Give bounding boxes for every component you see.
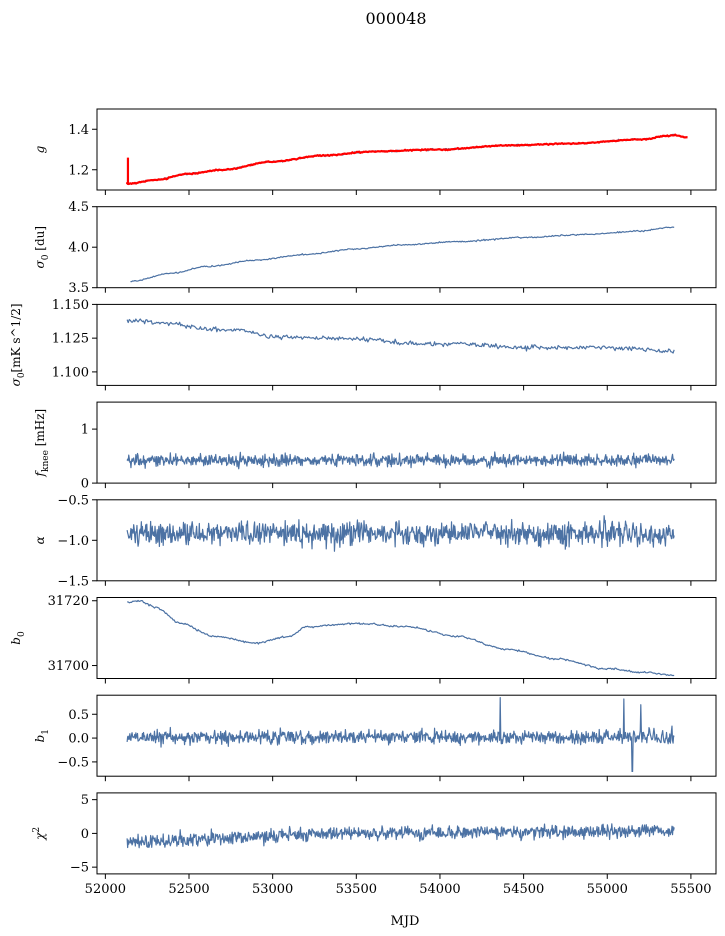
y-tick-label-6-0: 31700 [48,659,89,674]
x-tick-label-1: 52500 [168,882,209,897]
panel-3: 1.100 1.125 1.150 σ0[mK s^1/2] [9,298,717,391]
panel-1: 1.2 1.4 g [33,108,717,195]
x-tick-label-4: 54000 [419,882,460,897]
x-tick-label-3: 53500 [336,882,377,897]
figure-title: 000048 [365,9,426,28]
panel-7: −0.5 0.0 0.5 b1 [33,694,717,782]
series-line-6 [127,599,675,677]
axes-frame-7 [96,694,717,777]
y-tick-label-3-1: 1.125 [52,332,89,347]
y-tick-label-7-1: 0.0 [68,732,89,747]
y-tick-label-6-1: 31720 [48,594,89,609]
axes-frame-2 [96,206,717,289]
panels-group: 1.2 1.4 g 3.5 4.0 4.5 σ0 [du] 1.100 1.125 1.150 σ0… [9,108,717,897]
y-tick-label-1-1: 1.4 [68,123,89,138]
series-line-7 [126,696,675,773]
y-tick-label-2-2: 4.5 [68,200,89,215]
axes-frame-1 [96,108,717,191]
axes-frame-3 [96,303,717,386]
y-tick-label-7-2: 0.5 [68,708,89,723]
y-tick-label-5-2: −0.5 [57,493,89,508]
x-tick-label-6: 55000 [587,882,628,897]
panel-8: −5 0 5 52000 52500 53000 53500 54000 54500 55000 5… [32,792,717,897]
x-tick-label-2: 53000 [252,882,293,897]
panel-6: 31700 31720 b0 [9,594,717,684]
y-tick-label-3-2: 1.150 [52,298,89,313]
y-axis-label-1: g [33,145,47,153]
series-line-2 [130,226,675,283]
y-tick-label-5-0: −1.5 [57,574,89,589]
y-tick-label-3-0: 1.100 [52,365,89,380]
y-axis-label-5: α [33,536,47,544]
panel-5: −1.5 −1.0 −0.5 α [33,493,717,589]
y-axis-label-6: b0 [9,631,27,645]
y-axis-label-2: σ0 [du] [33,226,51,269]
axes-frame-4 [96,401,717,484]
y-axis-label-8: χ2 [32,827,47,841]
y-tick-label-4-1: 1 [81,423,89,438]
panel-4: 0 1 fknee [mHz] [33,401,717,492]
series-line-4 [126,451,675,470]
y-tick-label-2-1: 4.0 [68,241,89,256]
panel-2: 3.5 4.0 4.5 σ0 [du] [33,200,717,296]
y-axis-label-7: b1 [33,729,51,742]
y-tick-label-7-0: −0.5 [57,755,89,770]
y-tick-label-8-1: 0 [81,827,89,842]
series-line-8 [126,823,675,849]
x-axis-label: MJD [391,914,420,929]
y-tick-label-1-0: 1.2 [68,163,89,178]
series-line-3 [126,318,675,354]
x-tick-label-5: 54500 [503,882,544,897]
x-tick-label-7: 55500 [670,882,711,897]
overlay-line-1 [126,133,688,186]
axes-frame-6 [96,597,717,679]
y-tick-label-8-0: −5 [70,861,89,876]
y-tick-label-5-1: −1.0 [57,534,89,549]
y-tick-label-2-0: 3.5 [68,281,89,296]
series-line-5 [126,515,675,552]
y-tick-label-8-2: 5 [81,793,89,808]
y-axis-label-3: σ0[mK s^1/2] [9,303,27,386]
y-axis-label-4: fknee [mHz] [33,409,51,478]
y-tick-label-4-0: 0 [81,477,89,492]
x-tick-label-0: 52000 [85,882,126,897]
